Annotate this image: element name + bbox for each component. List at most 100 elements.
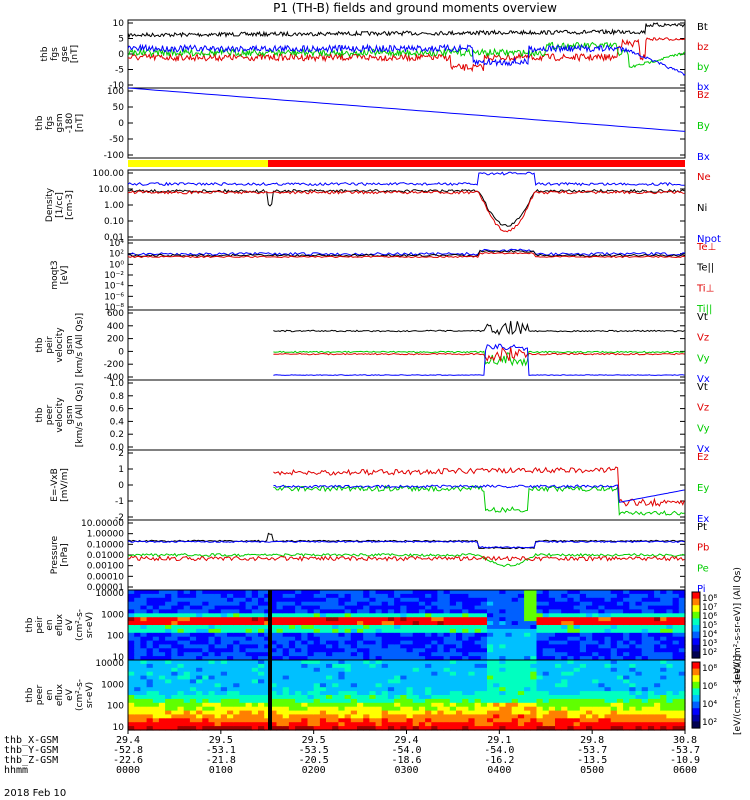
electron-spectrogram-cell xyxy=(431,679,439,684)
electron-spectrogram-cell xyxy=(363,679,370,684)
electron-spectrogram-cell xyxy=(202,667,210,673)
x-row-label: thb_Z-GSM xyxy=(4,755,58,766)
electron-spectrogram-cell xyxy=(239,718,247,723)
electron-spectrogram-cell xyxy=(326,698,333,704)
ion-spectrogram-cell xyxy=(189,632,197,638)
electron-spectrogram-cell xyxy=(555,722,562,727)
ion-spectrogram-cell xyxy=(258,632,265,638)
electron-spectrogram-cell xyxy=(177,710,185,716)
electron-spectrogram-cell xyxy=(647,687,655,692)
ion-spectrogram-cell xyxy=(635,617,643,622)
electron-spectrogram-cell xyxy=(586,710,593,716)
electron-spectrogram-cell xyxy=(208,695,216,700)
ion-spectrogram-cell xyxy=(468,593,476,599)
ion-spectrogram-cell xyxy=(319,613,327,618)
ion-spectrogram-cell xyxy=(369,628,377,634)
ion-spectrogram-cell xyxy=(505,605,513,611)
ion-spectrogram-cell xyxy=(313,640,321,646)
ion-spectrogram-cell xyxy=(548,628,556,634)
electron-spectrogram-cell xyxy=(319,706,327,712)
electron-spectrogram-cell xyxy=(437,660,445,665)
ion-spectrogram-cell xyxy=(647,605,655,611)
electron-spectrogram-cell xyxy=(375,718,383,723)
ion-spectrogram-cell xyxy=(598,590,606,595)
electron-spectrogram-cell xyxy=(276,702,284,708)
electron-spectrogram-cell xyxy=(647,667,655,673)
ytick-label: -1 xyxy=(115,497,124,507)
electron-spectrogram-cell xyxy=(189,660,197,665)
electron-spectrogram-cell xyxy=(264,722,271,727)
ion-spectrogram-cell xyxy=(586,632,593,638)
electron-spectrogram-cell xyxy=(128,683,135,688)
electron-spectrogram-cell xyxy=(517,695,525,700)
electron-spectrogram-cell xyxy=(276,667,284,673)
ion-spectrogram-cell xyxy=(517,625,525,630)
electron-spectrogram-cell xyxy=(443,663,451,669)
ion-spectrogram-cell xyxy=(592,652,599,657)
ion-spectrogram-cell xyxy=(462,601,469,607)
electron-spectrogram-cell xyxy=(468,706,476,712)
ion-spectrogram-cell xyxy=(158,605,166,611)
electron-spectrogram-cell xyxy=(258,687,265,692)
x-tick-label: 0600 xyxy=(673,765,697,776)
ion-spectrogram-cell xyxy=(146,644,154,649)
electron-spectrogram-cell xyxy=(239,702,247,708)
electron-spectrogram-cell xyxy=(202,691,210,696)
electron-spectrogram-cell xyxy=(573,671,581,677)
ion-spectrogram-cell xyxy=(524,632,531,638)
electron-spectrogram-cell xyxy=(406,683,414,688)
series-Ex xyxy=(273,484,685,503)
electron-spectrogram-cell xyxy=(134,710,141,716)
electron-spectrogram-cell xyxy=(654,695,661,700)
electron-spectrogram-cell xyxy=(511,683,519,688)
electron-spectrogram-cell xyxy=(517,667,525,673)
electron-spectrogram-cell xyxy=(276,691,284,696)
ion-spectrogram-cell xyxy=(592,613,599,618)
ion-spectrogram-cell xyxy=(208,628,216,634)
ion-spectrogram-cell xyxy=(258,621,265,626)
ion-spectrogram-cell xyxy=(666,656,674,661)
electron-spectrogram-cell xyxy=(202,683,210,688)
ion-spectrogram-cell xyxy=(610,617,618,622)
electron-spectrogram-cell xyxy=(561,683,568,688)
ion-spectrogram-cell xyxy=(456,648,463,653)
electron-spectrogram-cell xyxy=(313,663,321,669)
electron-spectrogram-cell xyxy=(227,671,234,677)
electron-spectrogram-cell xyxy=(610,702,618,708)
ion-spectrogram-cell xyxy=(493,590,500,595)
electron-spectrogram-cell xyxy=(258,726,265,731)
electron-spectrogram-cell xyxy=(258,706,265,712)
electron-spectrogram-cell xyxy=(338,718,346,723)
ion-spectrogram-cell xyxy=(189,644,197,649)
electron-spectrogram-cell xyxy=(406,718,414,723)
electron-spectrogram-cell xyxy=(635,687,643,692)
electron-spectrogram-cell xyxy=(437,714,445,719)
ion-spectrogram-cell xyxy=(635,613,643,618)
electron-spectrogram-cell xyxy=(542,671,550,677)
electron-spectrogram-cell xyxy=(158,710,166,716)
electron-spectrogram-cell xyxy=(616,695,624,700)
ion-spectrogram-cell xyxy=(140,656,148,661)
electron-spectrogram-cell xyxy=(239,679,247,684)
electron-spectrogram-cell xyxy=(245,691,253,696)
electron-spectrogram-cell xyxy=(332,710,339,716)
ion-spectrogram-cell xyxy=(227,601,234,607)
legend-Bx: Bx xyxy=(697,152,710,163)
ion-spectrogram-cell xyxy=(456,632,463,638)
ion-spectrogram-cell xyxy=(245,625,253,630)
electron-spectrogram-cell xyxy=(394,679,401,684)
ion-spectrogram-cell xyxy=(183,648,191,653)
legend-Ti||: Ti|| xyxy=(696,304,712,315)
electron-spectrogram-cell xyxy=(208,722,216,727)
electron-spectrogram-cell xyxy=(394,726,401,731)
panel-frame xyxy=(127,239,686,311)
electron-spectrogram-cell xyxy=(456,710,463,716)
ion-spectrogram-cell xyxy=(635,656,643,661)
ion-spectrogram-cell xyxy=(672,597,680,603)
electron-spectrogram-cell xyxy=(555,663,562,669)
electron-spectrogram-cell xyxy=(425,687,432,692)
ion-spectrogram-cell xyxy=(456,597,463,603)
ion-spectrogram-cell xyxy=(536,636,544,642)
ion-spectrogram-cell xyxy=(542,597,550,603)
electron-spectrogram-cell xyxy=(344,663,352,669)
